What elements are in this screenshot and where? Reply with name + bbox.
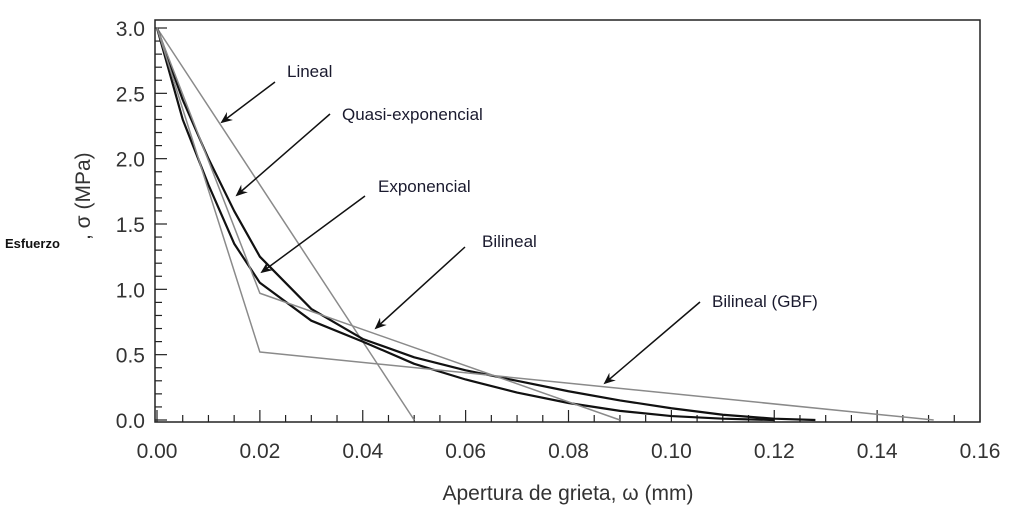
y-tick-label: 0.0 <box>116 410 145 433</box>
x-tick-label: 0.08 <box>548 440 589 463</box>
annotation-arrow <box>260 195 366 274</box>
annotation-label: Lineal <box>287 62 332 81</box>
series-line-bilineal-gbf <box>156 27 934 421</box>
x-tick-label: 0.04 <box>342 440 383 463</box>
x-axis-label: Apertura de grieta, ω (mm) <box>443 482 694 505</box>
annotation-arrow <box>374 246 466 330</box>
series-line-bilineal <box>156 27 621 421</box>
annotation-arrow <box>235 113 331 197</box>
plot-frame <box>154 19 981 423</box>
x-tick-label: 0.12 <box>754 440 795 463</box>
y-tick-label: 1.0 <box>116 279 145 302</box>
x-tick-label: 0.06 <box>445 440 486 463</box>
annotation-label: Bilineal (GBF) <box>712 292 818 311</box>
y-tick-label: 2.0 <box>116 149 145 172</box>
annotation-label: Quasi-exponencial <box>342 105 483 124</box>
x-tick-label: 0.16 <box>960 440 1001 463</box>
y-tick-label: 0.5 <box>116 345 145 368</box>
annotation-arrow <box>220 81 276 124</box>
y-tick-label: 2.5 <box>116 83 145 106</box>
series-line-exponencial <box>155 27 775 422</box>
y-tick-label: 1.5 <box>116 214 145 237</box>
y-tick-label: 3.0 <box>116 18 145 41</box>
y-axis-label-prefix: Esfuerzo <box>5 236 60 251</box>
x-tick-label: 0.10 <box>651 440 692 463</box>
y-axis-label: , σ (MPa) <box>72 152 95 240</box>
series-line-quasi-exponencial <box>155 27 816 422</box>
annotation-label: Bilineal <box>482 232 537 251</box>
series-line-lineal <box>156 27 415 421</box>
x-tick-label: 0.00 <box>137 440 178 463</box>
annotation-label: Exponencial <box>378 177 471 196</box>
x-tick-label: 0.02 <box>239 440 280 463</box>
annotation-arrow <box>603 301 701 385</box>
x-tick-label: 0.14 <box>857 440 898 463</box>
